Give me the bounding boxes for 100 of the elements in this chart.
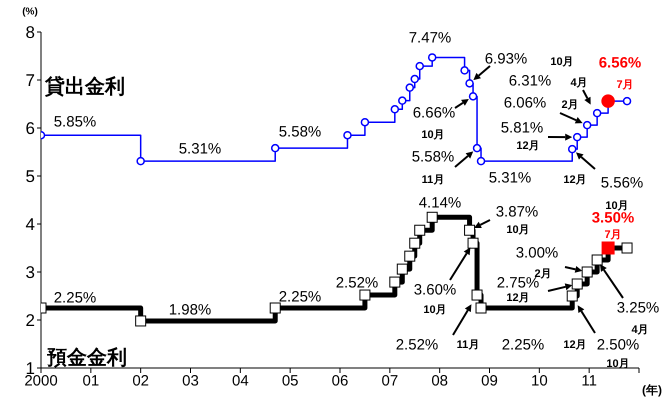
y-tick-label: 7 — [26, 71, 35, 90]
annotation: 6.56% — [598, 54, 642, 72]
point — [472, 290, 483, 301]
y-tick-label: 3 — [26, 263, 35, 282]
annotation: 2.50% — [596, 336, 640, 354]
x-axis-title: (年) — [642, 383, 662, 397]
annotation: 5.81% — [500, 120, 544, 136]
point — [468, 92, 478, 101]
annotation: 5.58% — [412, 148, 454, 166]
annotation: 3.50% — [592, 210, 634, 226]
point — [472, 144, 482, 152]
point — [592, 254, 603, 266]
x-tick-label: 07 — [381, 372, 398, 390]
x-tick-label: 04 — [232, 372, 249, 390]
point — [415, 62, 424, 70]
point — [389, 276, 400, 288]
point — [414, 224, 426, 236]
point — [568, 144, 576, 154]
point — [426, 212, 438, 223]
annotation: 7月 — [616, 79, 634, 91]
annotation: 10月 — [605, 200, 629, 212]
annotation: 3.25% — [616, 300, 660, 316]
point — [622, 242, 633, 254]
annotation: 12月 — [506, 292, 530, 304]
point — [582, 120, 592, 130]
annotation: 6.93% — [484, 50, 528, 68]
point — [404, 250, 416, 262]
annotation: 6.66% — [412, 104, 456, 122]
x-tick-label: 02 — [132, 372, 150, 390]
x-tick-label: 05 — [282, 372, 299, 390]
annotation: 5.58% — [278, 124, 322, 140]
x-tick-label: 10 — [530, 372, 548, 390]
y-axis-title: (%) — [22, 6, 38, 18]
x-tick-label: 09 — [481, 372, 498, 390]
annotation: 7月 — [604, 229, 622, 241]
point — [410, 74, 419, 84]
y-tick-label: 5 — [26, 167, 35, 186]
point — [592, 108, 602, 118]
annotation: 12月 — [563, 174, 587, 186]
point — [464, 224, 476, 236]
point — [136, 156, 145, 166]
y-tick-label: 8 — [26, 23, 35, 42]
annotation: 6.31% — [508, 72, 552, 90]
y-tick-label: 6 — [26, 119, 35, 138]
annotation: 10月 — [421, 129, 445, 141]
point — [406, 83, 414, 92]
annotation: 4月 — [570, 77, 588, 89]
annotation: 1.98% — [168, 302, 212, 318]
x-tick-label: 06 — [332, 372, 348, 390]
annotation: 3.60% — [414, 282, 456, 298]
point — [359, 290, 370, 301]
point — [476, 156, 486, 166]
annotation: 10月 — [506, 224, 530, 236]
annotation: 10月 — [550, 56, 574, 68]
y-tick-label: 2 — [26, 311, 35, 330]
annotation: 5.56% — [600, 174, 644, 192]
point — [398, 96, 407, 105]
annotation: 5.31% — [178, 140, 222, 158]
annotation: 3.00% — [516, 244, 558, 262]
point — [622, 96, 632, 106]
annotation: 12月 — [516, 140, 540, 152]
annotation: 6.06% — [504, 94, 546, 112]
point — [566, 290, 578, 302]
annotation: 2月 — [561, 99, 579, 111]
point — [270, 302, 281, 314]
x-tick-label: 11 — [581, 372, 597, 390]
x-tick-label: 01 — [82, 372, 100, 390]
point — [476, 302, 487, 314]
point — [460, 66, 469, 75]
point — [270, 144, 280, 152]
point — [468, 238, 479, 249]
series-label: 預金金利 — [46, 346, 127, 369]
point — [409, 238, 420, 249]
annotation: 11月 — [456, 339, 480, 351]
annotation: 11月 — [422, 174, 444, 186]
annotation: 12月 — [563, 339, 587, 351]
annotation: 5.31% — [488, 170, 532, 186]
point — [582, 266, 593, 278]
annotation: 3.87% — [496, 204, 538, 220]
annotation: 2.52% — [336, 274, 378, 292]
point — [360, 118, 370, 126]
annotation: 2.52% — [396, 336, 438, 354]
annotation: 5.85% — [54, 114, 96, 130]
annotation: 2.25% — [502, 336, 544, 354]
point — [343, 130, 352, 140]
annotation: 2月 — [534, 268, 552, 280]
point — [572, 278, 583, 290]
point — [390, 105, 400, 114]
annotation: 2.25% — [278, 288, 322, 306]
point — [572, 132, 582, 142]
point — [428, 53, 436, 62]
y-tick-label: 4 — [26, 215, 35, 234]
point — [135, 315, 146, 326]
annotation: 4.14% — [418, 194, 462, 212]
x-tick-label: 08 — [431, 372, 448, 390]
series-label: 貸出金利 — [44, 75, 125, 98]
x-tick-label: 03 — [182, 372, 199, 390]
annotation: 4月 — [631, 324, 649, 336]
annotation: 2.25% — [54, 290, 96, 306]
annotation: 10月 — [423, 304, 447, 316]
